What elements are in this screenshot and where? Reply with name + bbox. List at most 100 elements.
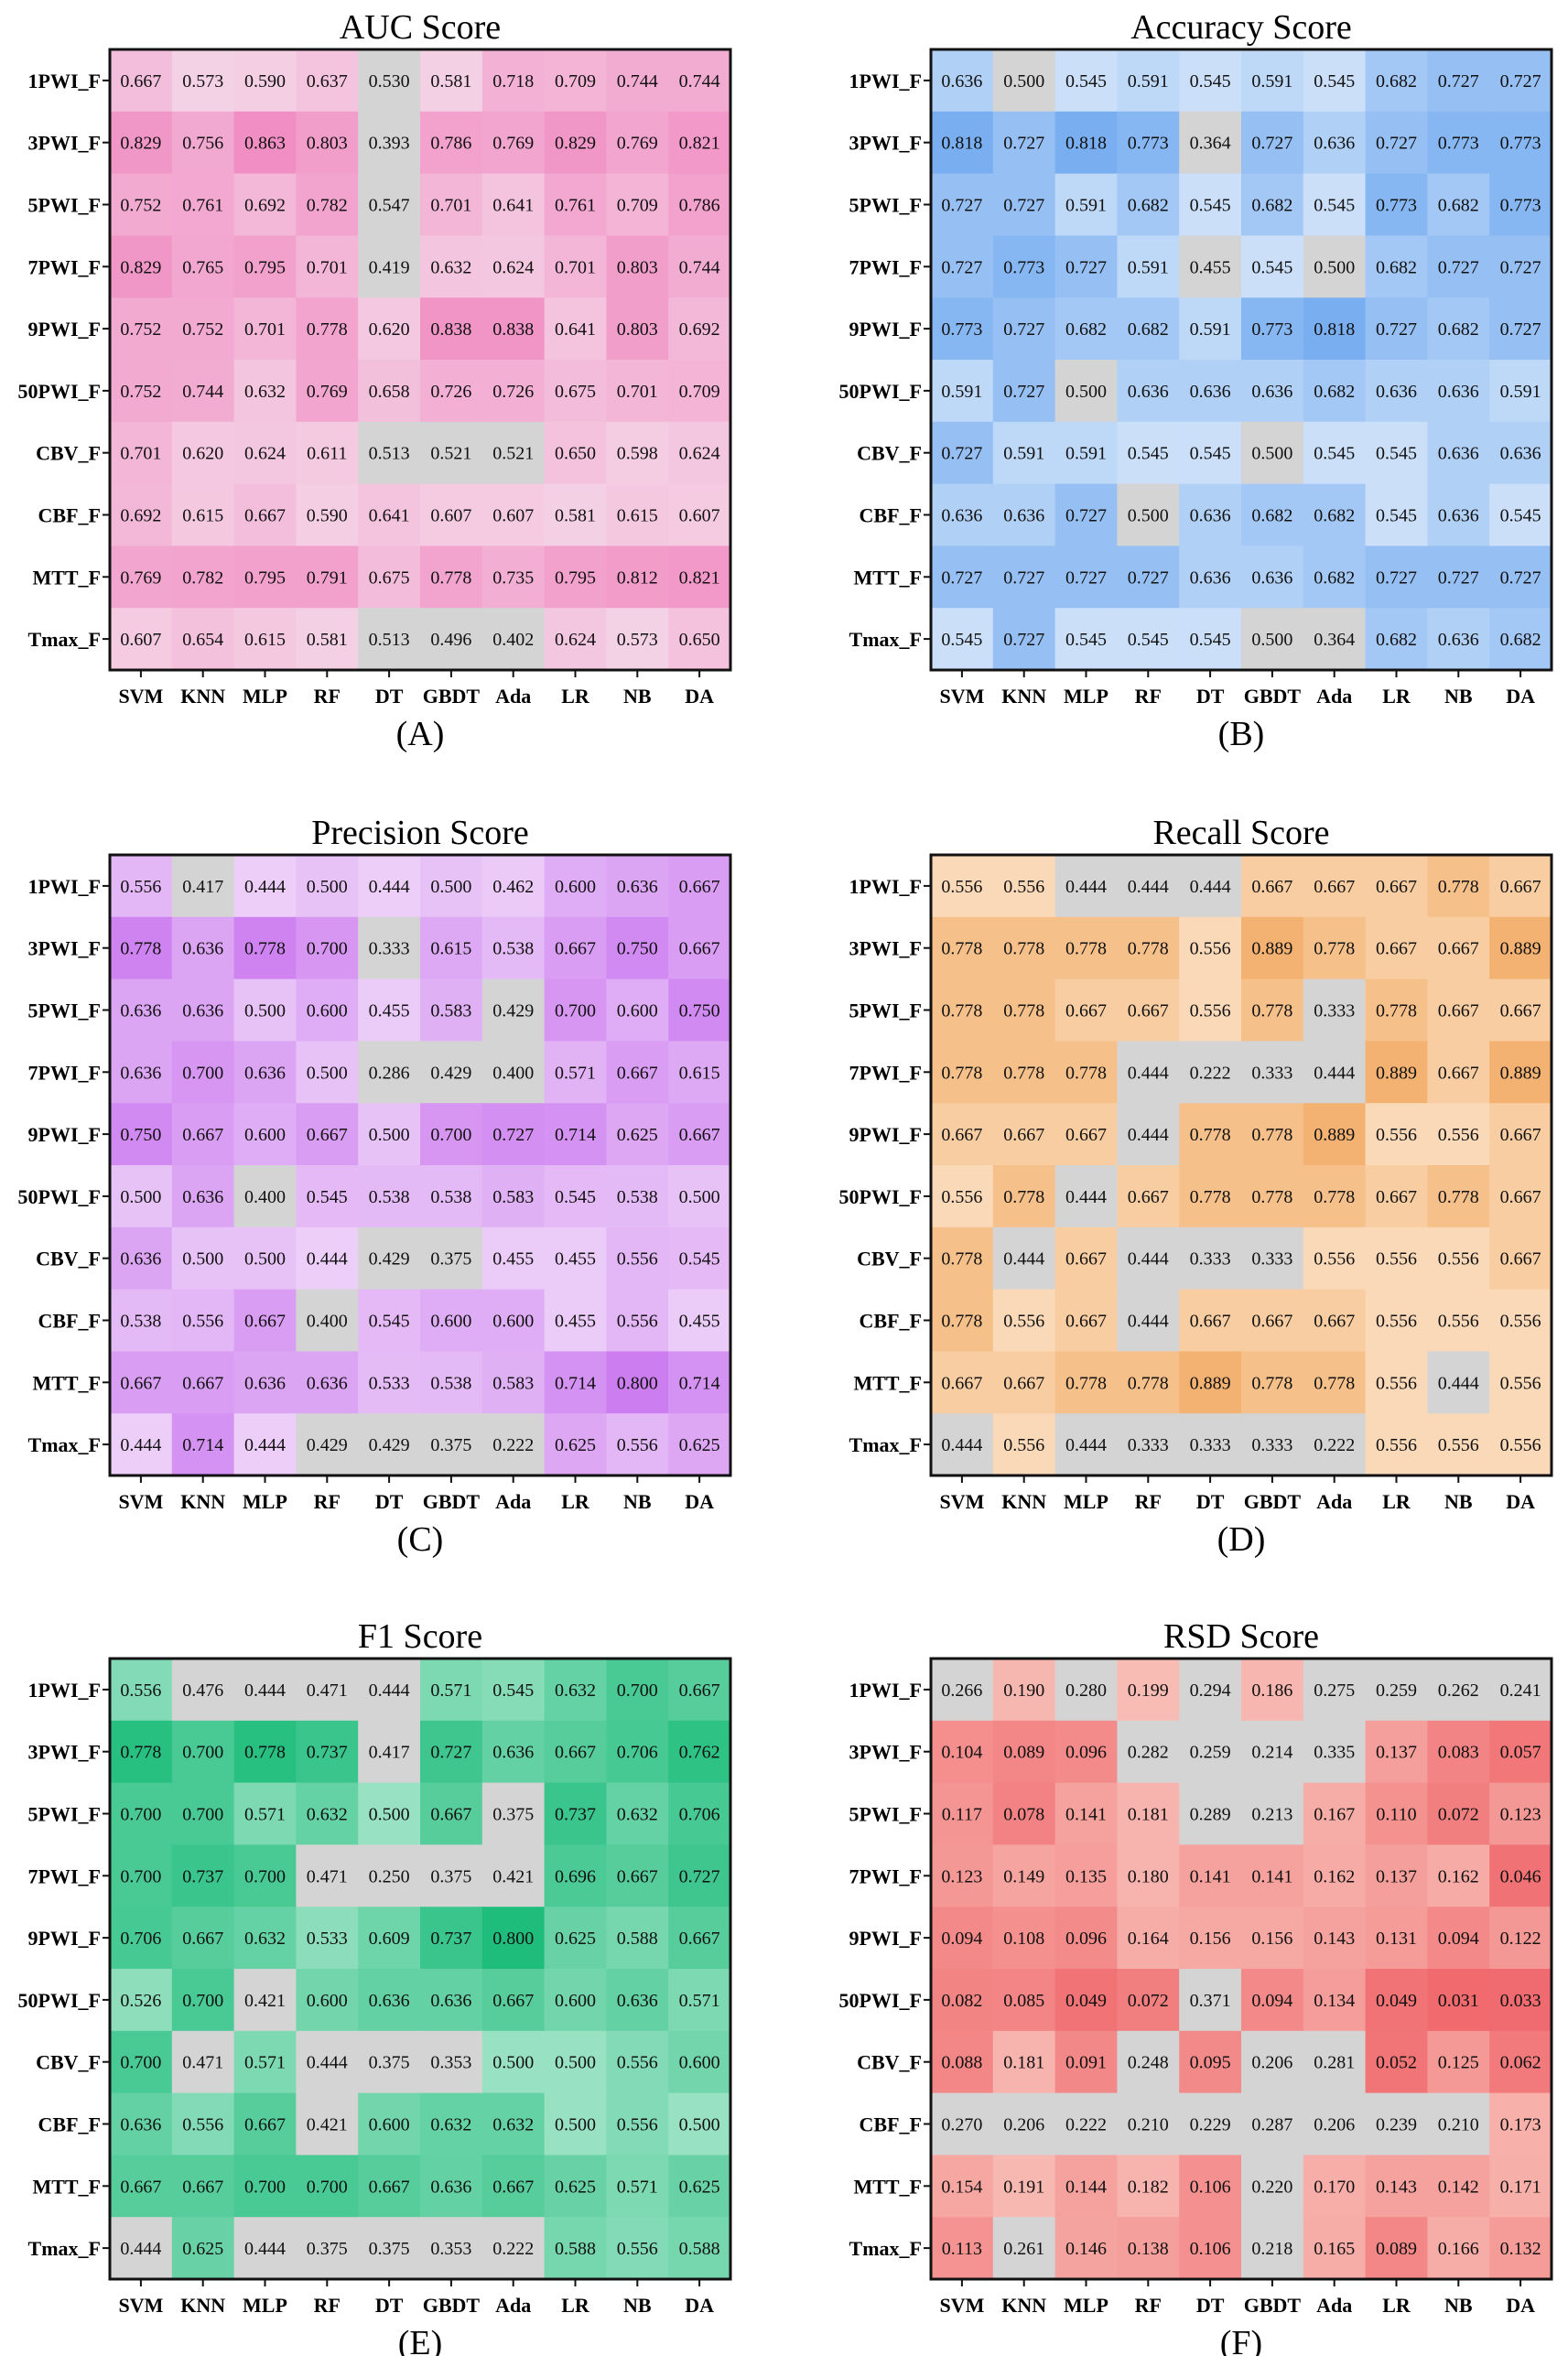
y-tick-label: 3PWI_F bbox=[28, 937, 101, 960]
heatmap-cell bbox=[233, 1969, 297, 2032]
heatmap-cell bbox=[1241, 2217, 1304, 2280]
heatmap-cell bbox=[171, 1041, 235, 1104]
heatmap-cell bbox=[1054, 360, 1118, 423]
x-tick-label: LR bbox=[1382, 2294, 1411, 2317]
cell-value-label: 0.171 bbox=[1500, 2177, 1541, 2197]
cell-value-label: 0.636 bbox=[617, 1991, 658, 2011]
heatmap-cell bbox=[1365, 1720, 1428, 1784]
heatmap-cell bbox=[1117, 1844, 1180, 1907]
y-tick-label: 1PWI_F bbox=[849, 1679, 922, 1702]
cell-value-label: 0.333 bbox=[1251, 1435, 1292, 1455]
cell-value-label: 0.530 bbox=[369, 71, 410, 92]
y-tick-label: 9PWI_F bbox=[28, 1123, 101, 1146]
heatmap-cell bbox=[233, 421, 297, 485]
heatmap-cell bbox=[668, 2092, 731, 2156]
heatmap-panel-5: RSD Score 0.266 0.190 0.280 0.199 0.294 0.186 0… bbox=[839, 1617, 1553, 2356]
cell-value-label: 0.682 bbox=[1438, 319, 1479, 340]
heatmap-cell bbox=[668, 1720, 731, 1784]
heatmap-cell bbox=[171, 1227, 235, 1291]
heatmap-cell bbox=[110, 1907, 173, 1970]
heatmap-cell bbox=[668, 1103, 731, 1166]
heatmap-cell bbox=[1241, 1720, 1304, 1784]
cell-value-label: 0.199 bbox=[1128, 1681, 1169, 1701]
cell-value-label: 0.471 bbox=[307, 1681, 348, 1701]
heatmap-cell bbox=[1365, 546, 1428, 609]
cell-value-label: 0.778 bbox=[1251, 1187, 1292, 1207]
cell-value-label: 0.206 bbox=[1314, 2115, 1355, 2135]
cell-value-label: 0.500 bbox=[182, 1249, 223, 1270]
heatmap-cell bbox=[420, 421, 483, 485]
cell-value-label: 0.727 bbox=[1376, 319, 1417, 340]
heatmap-cell bbox=[110, 1227, 173, 1291]
heatmap-cell bbox=[1117, 1782, 1180, 1845]
cell-value-label: 0.545 bbox=[1190, 196, 1231, 216]
heatmap-cell bbox=[931, 297, 994, 361]
y-tick-label: 3PWI_F bbox=[849, 1741, 922, 1764]
cell-value-label: 0.889 bbox=[1190, 1373, 1231, 1393]
cell-value-label: 0.556 bbox=[182, 1312, 223, 1332]
heatmap-cell bbox=[1303, 1227, 1367, 1291]
cell-value-label: 0.581 bbox=[555, 506, 596, 526]
cell-value-label: 0.714 bbox=[679, 1373, 720, 1393]
x-tick-label: Ada bbox=[495, 2294, 531, 2317]
cell-value-label: 0.714 bbox=[555, 1125, 596, 1145]
cell-value-label: 0.591 bbox=[1003, 444, 1044, 464]
cell-value-label: 0.709 bbox=[555, 71, 596, 92]
cell-value-label: 0.667 bbox=[1190, 1312, 1231, 1332]
cell-value-label: 0.778 bbox=[1251, 1373, 1292, 1393]
heatmap-cell bbox=[1427, 855, 1490, 918]
cell-value-label: 0.421 bbox=[492, 1866, 534, 1886]
heatmap-cell bbox=[1179, 235, 1242, 298]
heatmap-cell bbox=[358, 173, 421, 236]
cell-value-label: 0.700 bbox=[555, 1001, 596, 1021]
heatmap-cell bbox=[1117, 360, 1180, 423]
heatmap-cell bbox=[1117, 1907, 1180, 1970]
cell-value-label: 0.727 bbox=[1003, 319, 1044, 340]
heatmap-cell bbox=[110, 360, 173, 423]
heatmap-cell bbox=[1303, 1165, 1367, 1228]
cell-value-label: 0.375 bbox=[430, 1866, 471, 1886]
heatmap-cell bbox=[668, 111, 731, 175]
heatmap-cell bbox=[668, 1351, 731, 1414]
cell-value-label: 0.573 bbox=[182, 71, 223, 92]
y-tick-label: 7PWI_F bbox=[28, 1864, 101, 1887]
cell-value-label: 0.072 bbox=[1438, 1805, 1479, 1825]
cell-value-label: 0.727 bbox=[941, 567, 982, 588]
cell-value-label: 0.700 bbox=[120, 1866, 161, 1886]
cell-value-label: 0.545 bbox=[1128, 444, 1169, 464]
cell-value-label: 0.082 bbox=[941, 1991, 982, 2011]
x-tick-label: LR bbox=[561, 685, 590, 708]
heatmap-cell bbox=[1054, 173, 1118, 236]
cell-value-label: 0.444 bbox=[369, 877, 410, 897]
heatmap-cell bbox=[1489, 1969, 1552, 2032]
cell-value-label: 0.521 bbox=[492, 444, 534, 464]
heatmap-cell bbox=[296, 546, 359, 609]
cell-value-label: 0.778 bbox=[941, 1249, 982, 1270]
cell-value-label: 0.556 bbox=[1376, 1125, 1417, 1145]
chart-title: Accuracy Score bbox=[1130, 8, 1352, 47]
cell-value-label: 0.545 bbox=[1314, 444, 1355, 464]
heatmap-cell bbox=[233, 2217, 297, 2280]
heatmap-cell bbox=[1427, 360, 1490, 423]
cell-value-label: 0.031 bbox=[1438, 1991, 1479, 2011]
heatmap-cell bbox=[1427, 1227, 1490, 1291]
y-tick-label: 9PWI_F bbox=[28, 318, 101, 340]
cell-value-label: 0.700 bbox=[244, 1866, 286, 1886]
heatmap-cell bbox=[1427, 173, 1490, 236]
heatmap-panel-4: F1 Score 0.556 0.476 0.444 0.471 0.444 0.571 0.… bbox=[18, 1617, 732, 2356]
cell-value-label: 0.727 bbox=[1003, 382, 1044, 402]
heatmap-cell bbox=[420, 173, 483, 236]
heatmap-cell bbox=[233, 978, 297, 1042]
y-tick-label: MTT_F bbox=[32, 566, 101, 589]
heatmap-cell bbox=[1179, 1041, 1242, 1104]
heatmap-cell bbox=[296, 483, 359, 546]
heatmap-cell bbox=[296, 855, 359, 918]
heatmap-cell bbox=[358, 1969, 421, 2032]
heatmap-cell bbox=[1241, 173, 1304, 236]
heatmap-cell bbox=[1179, 855, 1242, 918]
cell-value-label: 0.444 bbox=[1003, 1249, 1044, 1270]
heatmap-cell bbox=[358, 1782, 421, 1845]
cell-value-label: 0.033 bbox=[1500, 1991, 1541, 2011]
cell-value-label: 0.429 bbox=[369, 1249, 410, 1270]
heatmap-cell bbox=[296, 1041, 359, 1104]
